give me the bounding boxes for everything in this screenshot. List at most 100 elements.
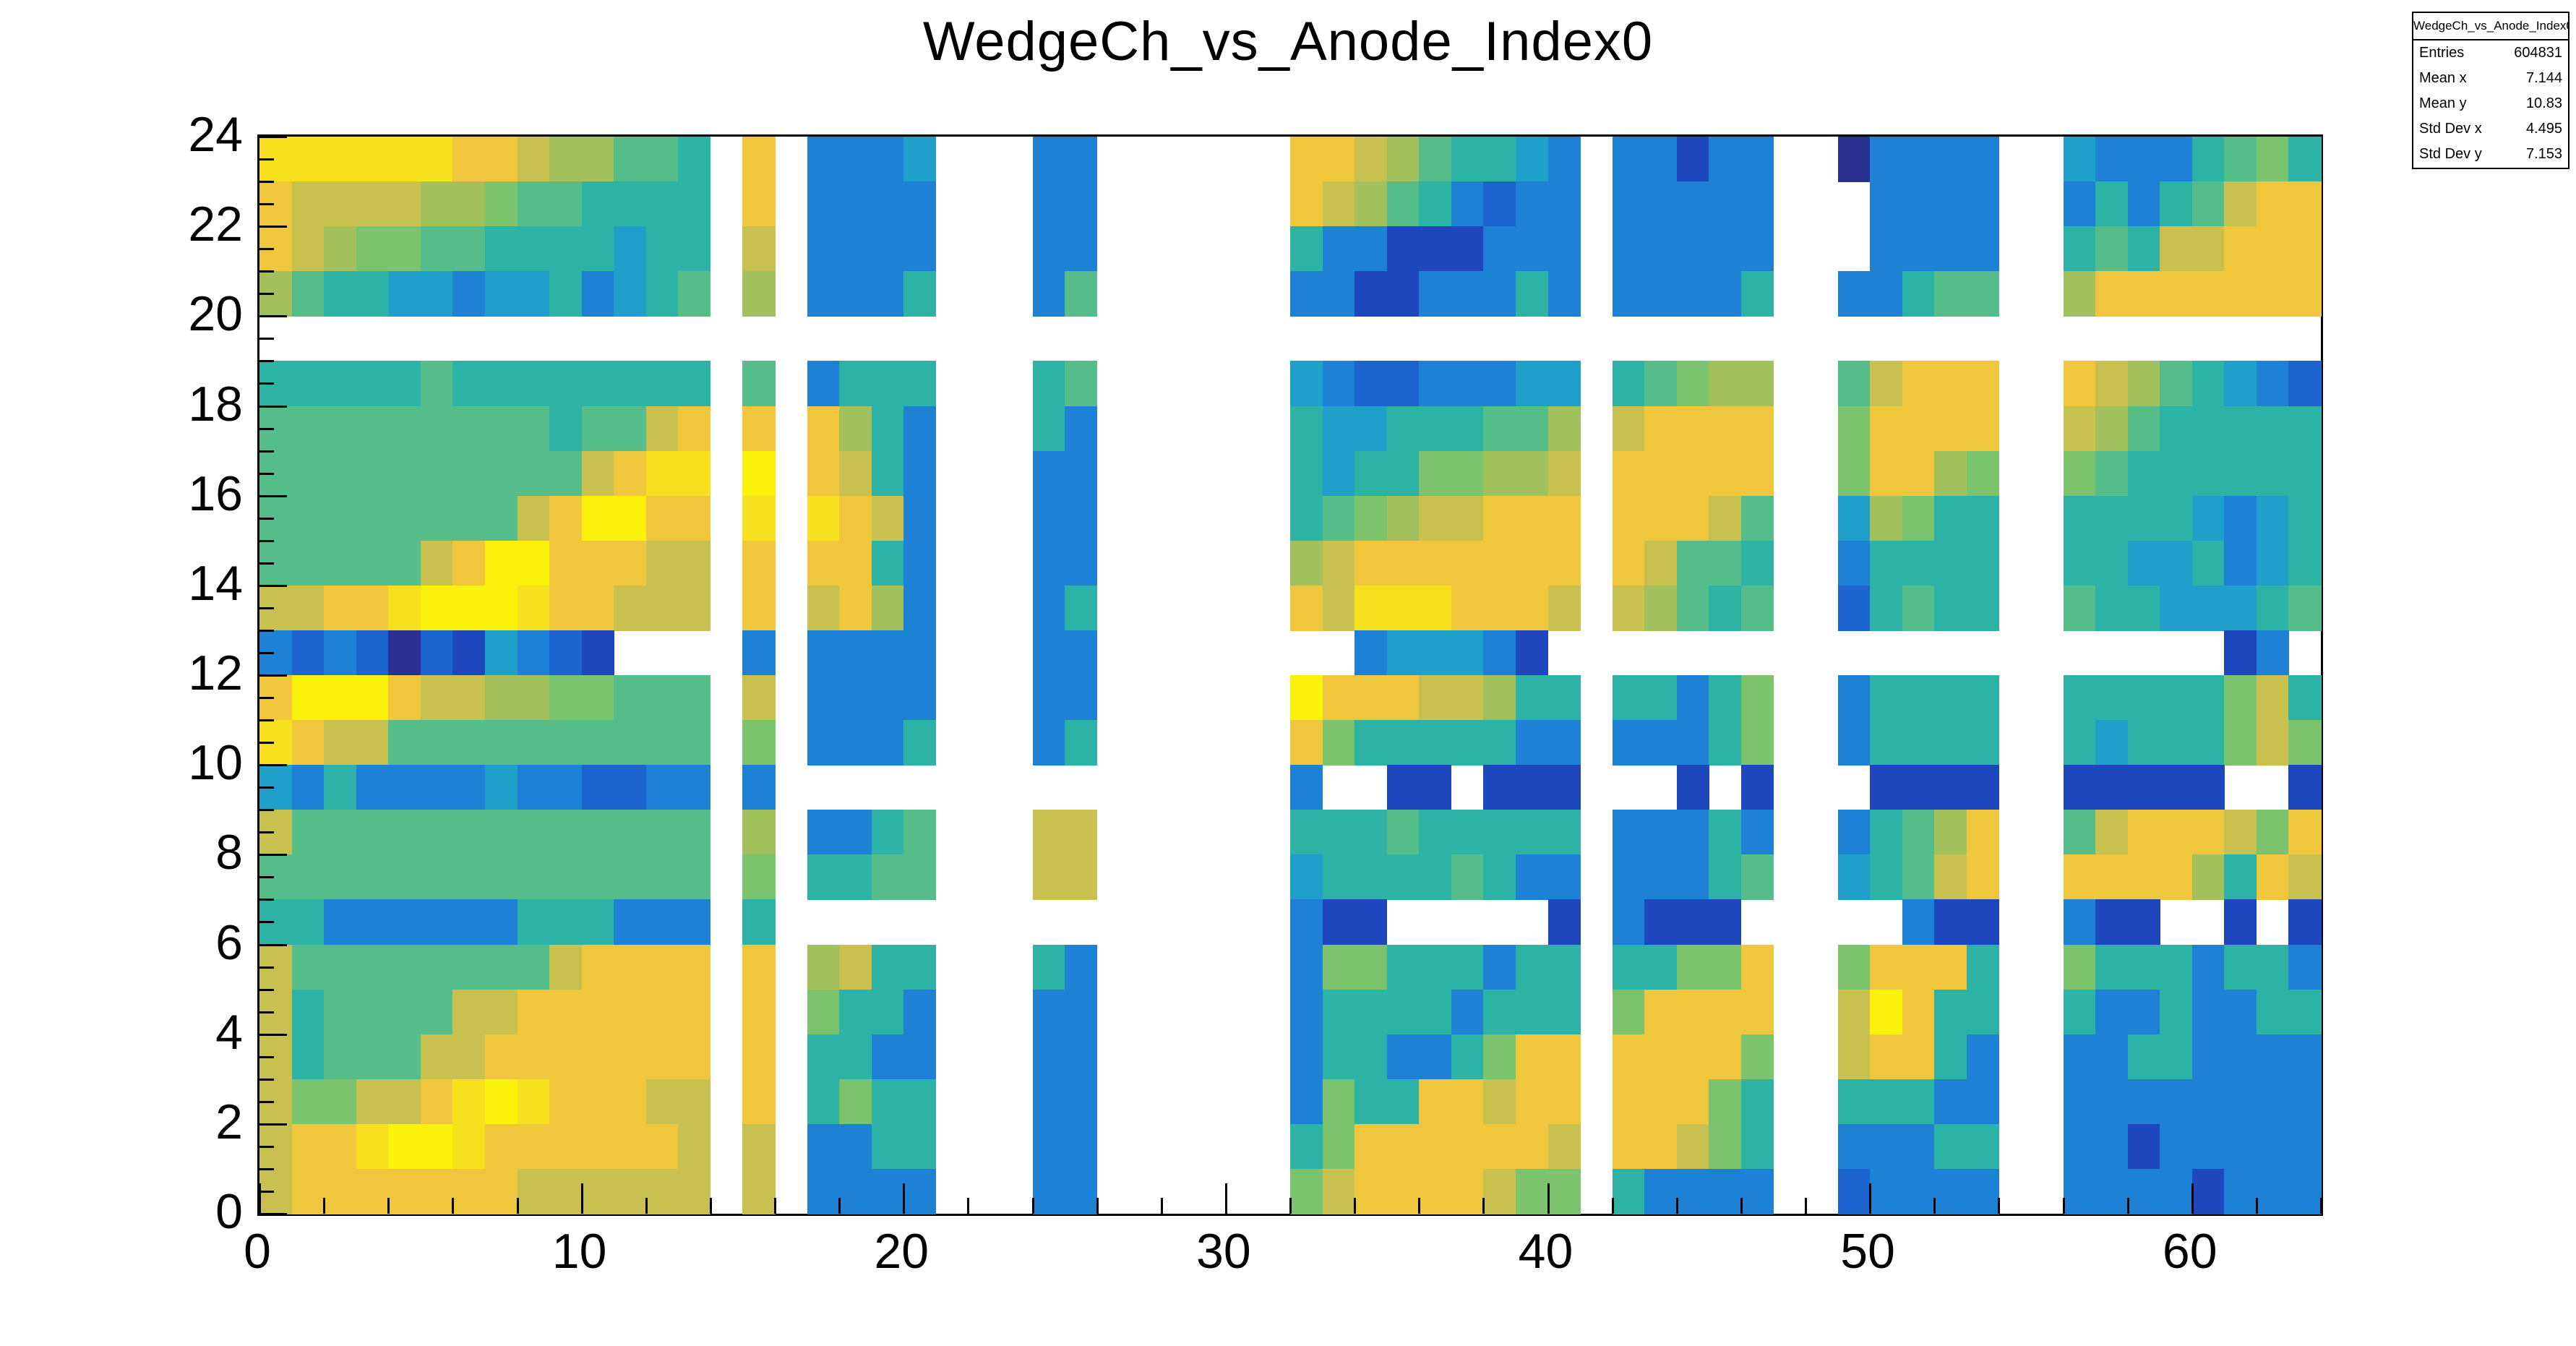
heatmap-cell	[1934, 899, 1967, 946]
heatmap-cell	[1966, 1079, 1999, 1125]
heatmap-cell	[1870, 1034, 1903, 1080]
heatmap-cell	[1870, 585, 1903, 631]
heatmap-cell	[807, 585, 840, 631]
heatmap-cell	[839, 989, 872, 1035]
heatmap-cell	[1065, 1034, 1098, 1080]
heatmap-cell	[1547, 854, 1581, 900]
heatmap-cell	[1515, 495, 1549, 541]
heatmap-cell	[1322, 810, 1355, 855]
y-minor-tick	[259, 450, 274, 453]
heatmap-cell	[517, 495, 550, 541]
heatmap-cell	[1065, 1079, 1098, 1125]
heatmap-cell	[742, 765, 776, 810]
heatmap-cell	[871, 1123, 904, 1170]
heatmap-cell	[2063, 854, 2096, 900]
heatmap-cell	[388, 675, 421, 721]
heatmap-cell	[1354, 810, 1388, 855]
heatmap-cell	[2160, 1034, 2193, 1080]
heatmap-cell	[2288, 989, 2322, 1035]
page-title: WedgeCh_vs_Anode_Index0	[922, 11, 1654, 72]
heatmap-cell	[1644, 899, 1678, 946]
heatmap-cell	[742, 406, 776, 452]
heatmap-cell	[1966, 495, 1999, 541]
y-tick-label: 22	[188, 197, 243, 252]
heatmap-cell	[420, 630, 453, 676]
heatmap-cell	[324, 585, 357, 631]
heatmap-cell	[2160, 944, 2193, 990]
y-major-tick	[259, 226, 287, 228]
y-major-tick	[259, 1213, 287, 1215]
heatmap-cell	[1837, 1123, 1871, 1170]
heatmap-cell	[1386, 361, 1420, 407]
heatmap-cell	[291, 226, 325, 272]
y-tick-label: 6	[215, 914, 243, 970]
x-minor-tick	[1418, 1198, 1421, 1214]
heatmap-cell	[420, 989, 453, 1035]
heatmap-cell	[2095, 361, 2129, 407]
heatmap-cell	[2063, 181, 2096, 227]
heatmap-cell	[1354, 854, 1388, 900]
heatmap-cell	[1612, 226, 1645, 272]
heatmap-cell	[1322, 854, 1355, 900]
heatmap-cell	[517, 1123, 550, 1170]
y-minor-tick	[259, 181, 274, 184]
heatmap-cell	[1676, 226, 1709, 272]
heatmap-cell	[1709, 226, 1742, 272]
heatmap-cell	[324, 137, 357, 182]
heatmap-cell	[1515, 810, 1549, 855]
heatmap-cell	[2256, 450, 2290, 497]
heatmap-cell	[742, 226, 776, 272]
heatmap-cell	[1709, 137, 1742, 182]
heatmap-cell	[807, 630, 840, 676]
heatmap-cell	[1419, 1079, 1452, 1125]
heatmap-cell	[903, 1123, 937, 1170]
heatmap-cell	[2095, 540, 2129, 586]
heatmap-cell	[549, 854, 583, 900]
heatmap-cell	[839, 361, 872, 407]
heatmap-cell	[742, 720, 776, 766]
heatmap-cell	[1740, 495, 1774, 541]
heatmap-cell	[581, 899, 614, 946]
y-tick-label: 8	[215, 825, 243, 880]
heatmap-cell	[517, 1034, 550, 1080]
heatmap-cell	[356, 899, 389, 946]
y-tick-label: 4	[215, 1004, 243, 1060]
heatmap-cell	[2191, 137, 2225, 182]
heatmap-cell	[1966, 854, 1999, 900]
heatmap-cell	[324, 1079, 357, 1125]
heatmap-cell	[614, 765, 647, 810]
heatmap-cell	[291, 495, 325, 541]
heatmap-cell	[1354, 137, 1388, 182]
heatmap-cell	[1290, 720, 1323, 766]
heatmap-cell	[645, 854, 679, 900]
heatmap-cell	[807, 226, 840, 272]
heatmap-cell	[1612, 944, 1645, 990]
heatmap-cell	[484, 1079, 518, 1125]
heatmap-cell	[1547, 899, 1581, 946]
heatmap-cell	[1902, 271, 1935, 317]
heatmap-cell	[1934, 450, 1967, 497]
heatmap-cell	[2095, 765, 2129, 810]
stat-label: Mean y	[2419, 95, 2467, 111]
heatmap-cell	[2160, 226, 2193, 272]
heatmap-cell	[324, 1123, 357, 1170]
heatmap-cell	[1483, 1168, 1516, 1214]
heatmap-cell	[1419, 810, 1452, 855]
heatmap-cell	[1386, 137, 1420, 182]
heatmap-cell	[1322, 137, 1355, 182]
heatmap-cell	[1515, 675, 1549, 721]
heatmap-cell	[1709, 989, 1742, 1035]
heatmap-cell	[1902, 675, 1935, 721]
heatmap-cell	[807, 675, 840, 721]
heatmap-cell	[645, 1123, 679, 1170]
heatmap-cell	[1709, 854, 1742, 900]
heatmap-cell	[1644, 540, 1678, 586]
heatmap-cell	[2224, 585, 2257, 631]
heatmap-cell	[903, 540, 937, 586]
heatmap-cell	[2288, 720, 2322, 766]
heatmap-cell	[807, 137, 840, 182]
heatmap-cell	[1290, 899, 1323, 946]
heatmap-cell	[678, 271, 711, 317]
heatmap-cell	[2256, 540, 2290, 586]
heatmap-cell	[1902, 495, 1935, 541]
